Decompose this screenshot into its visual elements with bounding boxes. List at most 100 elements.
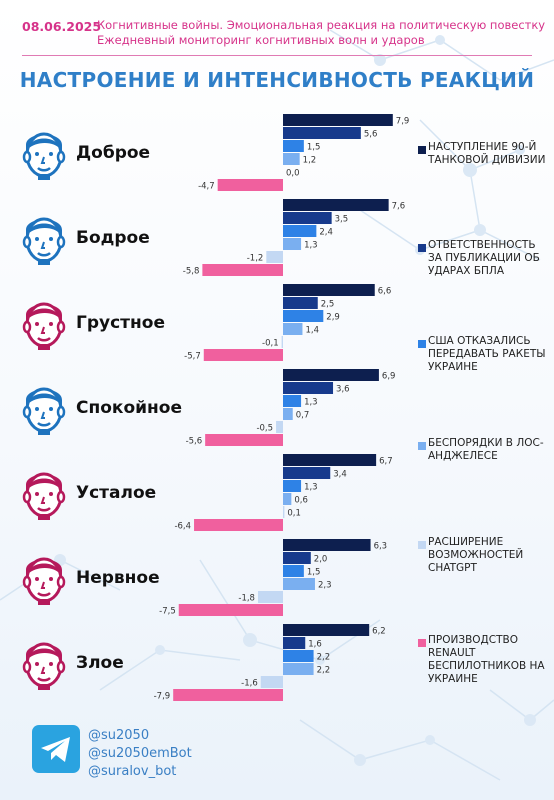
bar-4-3 (283, 493, 292, 505)
relaxed-face-icon (22, 387, 66, 435)
legend-label-2: США ОТКАЗАЛИСЬ ПЕРЕДАВАТЬ РАКЕТЫ УКРАИНЕ (428, 335, 546, 373)
value-label-3-5: -5,6 (186, 437, 203, 447)
bar-2-0 (283, 284, 375, 296)
legend-label-4: РАСШИРЕНИЕ ВОЗМОЖНОСТЕЙ CHATGPT (428, 536, 524, 574)
value-label-0-3: 1,2 (303, 156, 317, 166)
value-label-1-5: -5,8 (183, 267, 200, 277)
value-label-1-1: 3,5 (335, 215, 349, 225)
value-label-2-1: 2,5 (321, 300, 335, 310)
bar-3-5 (205, 434, 283, 446)
value-label-2-4: -0,1 (262, 339, 279, 349)
legend-swatch-3 (418, 442, 426, 450)
bar-6-0 (283, 624, 370, 636)
bar-6-4 (260, 676, 283, 688)
bar-3-0 (283, 369, 379, 381)
mood-label-3: Спокойное (76, 398, 182, 418)
value-label-2-2: 2,9 (326, 313, 340, 323)
bar-1-3 (283, 238, 302, 250)
value-label-6-2: 2,2 (317, 653, 331, 663)
bar-1-2 (283, 225, 317, 237)
legend-label-5: ПРОИЗВОДСТВО RENAULT БЕСПИЛОТНИКОВ НА УК… (428, 634, 545, 685)
value-label-0-1: 5,6 (364, 130, 378, 140)
mood-label-5: Нервное (76, 568, 160, 588)
tired-face-icon (22, 472, 66, 520)
value-label-2-3: 1,4 (305, 326, 319, 336)
header-description: Ежедневный мониторинг когнитивных волн и… (97, 33, 425, 47)
bar-0-5 (217, 179, 283, 191)
legend-swatch-1 (418, 244, 426, 252)
report-date: 08.06.2025 (22, 19, 102, 34)
bar-2-3 (283, 323, 303, 335)
bar-2-4 (281, 336, 283, 348)
value-label-5-1: 2,0 (314, 555, 328, 565)
bar-2-5 (203, 349, 283, 361)
value-label-2-0: 6,6 (378, 287, 392, 297)
angry-face-icon (22, 642, 66, 690)
page-title: НАСТРОЕНИЕ И ИНТЕНСИВНОСТЬ РЕАКЦИЙ (19, 68, 535, 92)
bar-1-1 (283, 212, 332, 224)
bar-6-2 (283, 650, 314, 662)
bar-5-2 (283, 565, 304, 577)
telegram-icon[interactable] (32, 725, 80, 773)
bar-group-3: 6,9 3,6 1,3 0,7 -0,5 -5,6 (186, 369, 395, 447)
bar-group-0: 7,9 5,6 1,5 1,20,0 -4,7 (198, 114, 409, 192)
value-label-6-5: -7,9 (154, 692, 171, 702)
header-subtitle: Когнитивные войны. Эмоциональная реакция… (97, 18, 546, 32)
value-label-3-4: -0,5 (256, 424, 273, 434)
mood-label-6: Злое (76, 653, 124, 673)
bar-1-0 (283, 199, 389, 211)
mood-label-1: Бодрое (76, 228, 150, 248)
handle-su2050embot[interactable]: @su2050emBot (88, 746, 192, 761)
value-label-0-2: 1,5 (307, 143, 321, 153)
handle-su2050[interactable]: @su2050 (88, 728, 150, 743)
mood-label-0: Доброе (76, 143, 151, 163)
bar-3-2 (283, 395, 302, 407)
bar-5-1 (283, 552, 311, 564)
bar-0-0 (283, 114, 393, 126)
value-label-1-3: 1,3 (304, 241, 318, 251)
bar-4-1 (283, 467, 331, 479)
value-label-5-4: -1,8 (238, 594, 255, 604)
value-label-6-1: 1,6 (308, 640, 322, 650)
value-label-5-3: 2,3 (318, 581, 332, 591)
value-label-1-2: 2,4 (319, 228, 333, 238)
value-label-4-1: 3,4 (333, 470, 347, 480)
header-divider (22, 55, 532, 56)
nervous-face-icon (22, 557, 66, 605)
value-label-5-2: 1,5 (307, 568, 321, 578)
mood-label-4: Усталое (76, 483, 157, 503)
legend-label-1: ОТВЕТСТВЕННОСТЬ ЗА ПУБЛИКАЦИИ ОБ УДАРАХ … (428, 239, 540, 277)
value-label-6-3: 2,2 (317, 666, 331, 676)
value-label-5-5: -7,5 (159, 607, 176, 617)
bar-group-6: 6,2 1,6 2,2 2,2 -1,6 -7,9 (154, 624, 386, 702)
value-label-3-1: 3,6 (336, 385, 350, 395)
bar-0-1 (283, 127, 361, 139)
bar-1-4 (266, 251, 283, 263)
value-label-0-5: -4,7 (198, 182, 215, 192)
value-label-5-0: 6,3 (374, 542, 388, 552)
sad-face-icon (22, 302, 66, 350)
value-label-2-5: -5,7 (184, 352, 201, 362)
value-label-1-0: 7,6 (392, 202, 406, 212)
bar-6-3 (283, 663, 314, 675)
bar-4-4 (283, 506, 285, 518)
bar-5-3 (283, 578, 315, 590)
bar-5-4 (257, 591, 283, 603)
value-label-4-4: 0,1 (287, 509, 301, 519)
value-label-6-0: 6,2 (372, 627, 386, 637)
bar-4-5 (194, 519, 283, 531)
calm-face-icon (22, 132, 66, 180)
bar-6-5 (173, 689, 283, 701)
value-label-3-2: 1,3 (304, 398, 318, 408)
bar-5-0 (283, 539, 371, 551)
bar-2-2 (283, 310, 324, 322)
bar-group-1: 7,6 3,52,41,3 -1,2 -5,8 (183, 199, 405, 277)
handle-suralov-bot[interactable]: @suralov_bot (88, 764, 177, 779)
girl-face-icon (22, 217, 66, 265)
bar-group-5: 6,3 2,0 1,5 2,3 -1,8 -7,5 (159, 539, 387, 617)
bar-4-0 (283, 454, 377, 466)
value-label-1-4: -1,2 (247, 254, 264, 264)
legend-swatch-5 (418, 639, 426, 647)
